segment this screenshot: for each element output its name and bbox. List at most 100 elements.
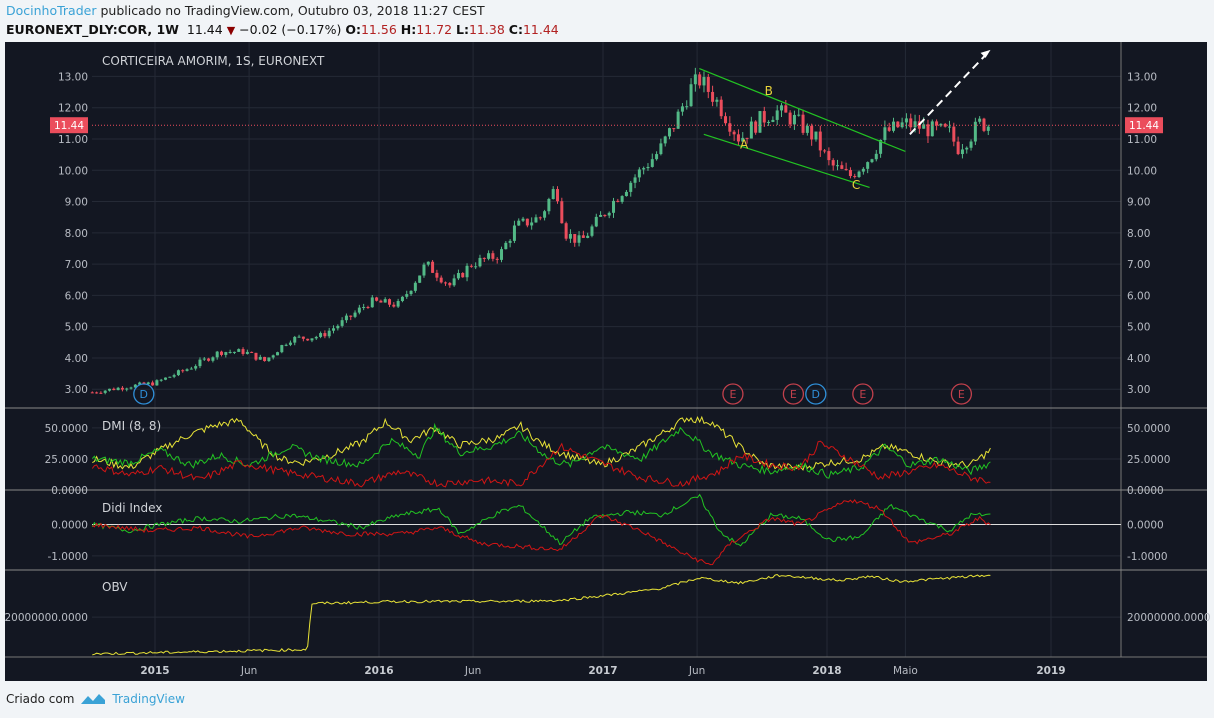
candle-body [237,349,241,352]
projection-arrow [909,49,992,135]
candle-body [797,114,801,116]
candle-body [551,189,555,200]
candle-body [448,282,452,286]
right-axis-label: 20000000.0000 [1127,612,1211,624]
candle-body [556,189,560,202]
candle-body [624,191,628,197]
candle-body [844,168,848,171]
earnings-event-icon [950,383,973,405]
candle-body [633,177,637,183]
candle-body [728,123,732,132]
candle-body [560,201,564,224]
candle-body [801,114,805,133]
candle-body [689,84,693,107]
series-adx-line [92,415,991,471]
candle-body [913,121,917,128]
candle-body [887,127,891,131]
candle-body [969,141,973,148]
candle-body [698,74,702,86]
created-with: Criado com [6,692,75,706]
price-change: −0.02 (−0.17%) [239,22,342,37]
candle-body [754,121,758,133]
candle-body [151,382,155,386]
left-axis-label: 25.0000 [45,454,88,466]
series-di-line [91,422,991,479]
low-value: 11.38 [468,22,505,37]
candle-body [327,330,331,337]
chart-background [5,42,1207,681]
candle-body [444,282,448,284]
candle-body [168,376,172,378]
time-axis-label: 2019 [1036,665,1065,677]
candle-body [189,368,193,370]
candle-body [767,121,771,123]
candle-body [112,388,116,391]
candle-body [870,159,874,163]
candle-body [896,121,900,128]
dividend-event-icon [133,383,155,405]
candle-body [525,218,529,226]
candle-body [452,278,456,286]
candle-body [353,312,357,317]
candle-body [775,110,779,120]
candle-body [172,375,176,377]
down-triangle-icon: ▼ [226,24,236,37]
time-axis-label: 2016 [364,665,393,677]
high-value: 11.72 [416,22,453,37]
candle-body [780,105,784,111]
candle-body [620,196,624,202]
open-value: 11.56 [360,22,397,37]
publish-info: publicado no TradingView.com, Outubro 03… [100,3,485,18]
didi-title: Didi Index [102,501,162,515]
low-label: L: [456,22,469,37]
candle-body [379,300,383,303]
earnings-event-icon [782,383,805,405]
right-axis-label: 9.00 [1127,197,1150,209]
candle-body [491,253,495,259]
candle-body [943,123,947,127]
author-link[interactable]: DocinhoTrader [6,3,97,18]
left-axis-label: 11.00 [58,134,88,146]
candle-body [866,162,870,169]
candle-body [263,356,267,362]
tradingview-link[interactable]: TradingView [112,692,185,706]
candle-body [736,134,740,142]
candle-body [301,336,305,339]
candle-body [848,170,852,177]
candle-body [267,357,271,362]
right-axis-label: 7.00 [1127,259,1150,271]
candle-body [538,217,542,219]
candle-body [185,369,189,371]
candle-body [952,126,956,142]
candle-body [948,126,952,128]
candle-body [220,351,224,355]
right-axis-label: 10.00 [1127,165,1157,177]
candle-body [512,225,516,241]
candle-body [400,296,404,302]
candle-body [883,127,887,140]
candle-body [655,154,659,160]
arrow-head-icon [980,49,991,58]
candle-body [138,382,142,385]
candle-body [310,338,314,341]
candle-body [831,160,835,166]
candle-body [344,315,348,321]
candle-body [724,116,728,124]
candle-body [461,272,465,278]
candle-body [926,124,930,137]
right-axis-label: 3.00 [1127,384,1150,396]
right-axis-label: 25.0000 [1127,454,1170,466]
left-axis-label: 3.00 [65,384,88,396]
close-label: C: [508,22,523,37]
candle-body [383,299,387,303]
candle-body [276,352,280,356]
earnings-event-icon [852,383,874,405]
wave-label: A [740,137,749,151]
candle-body [603,214,607,216]
candle-body [120,387,124,390]
candle-body [965,147,969,150]
candle-body [874,153,878,160]
candle-body [706,77,710,92]
candle-body [668,128,672,137]
